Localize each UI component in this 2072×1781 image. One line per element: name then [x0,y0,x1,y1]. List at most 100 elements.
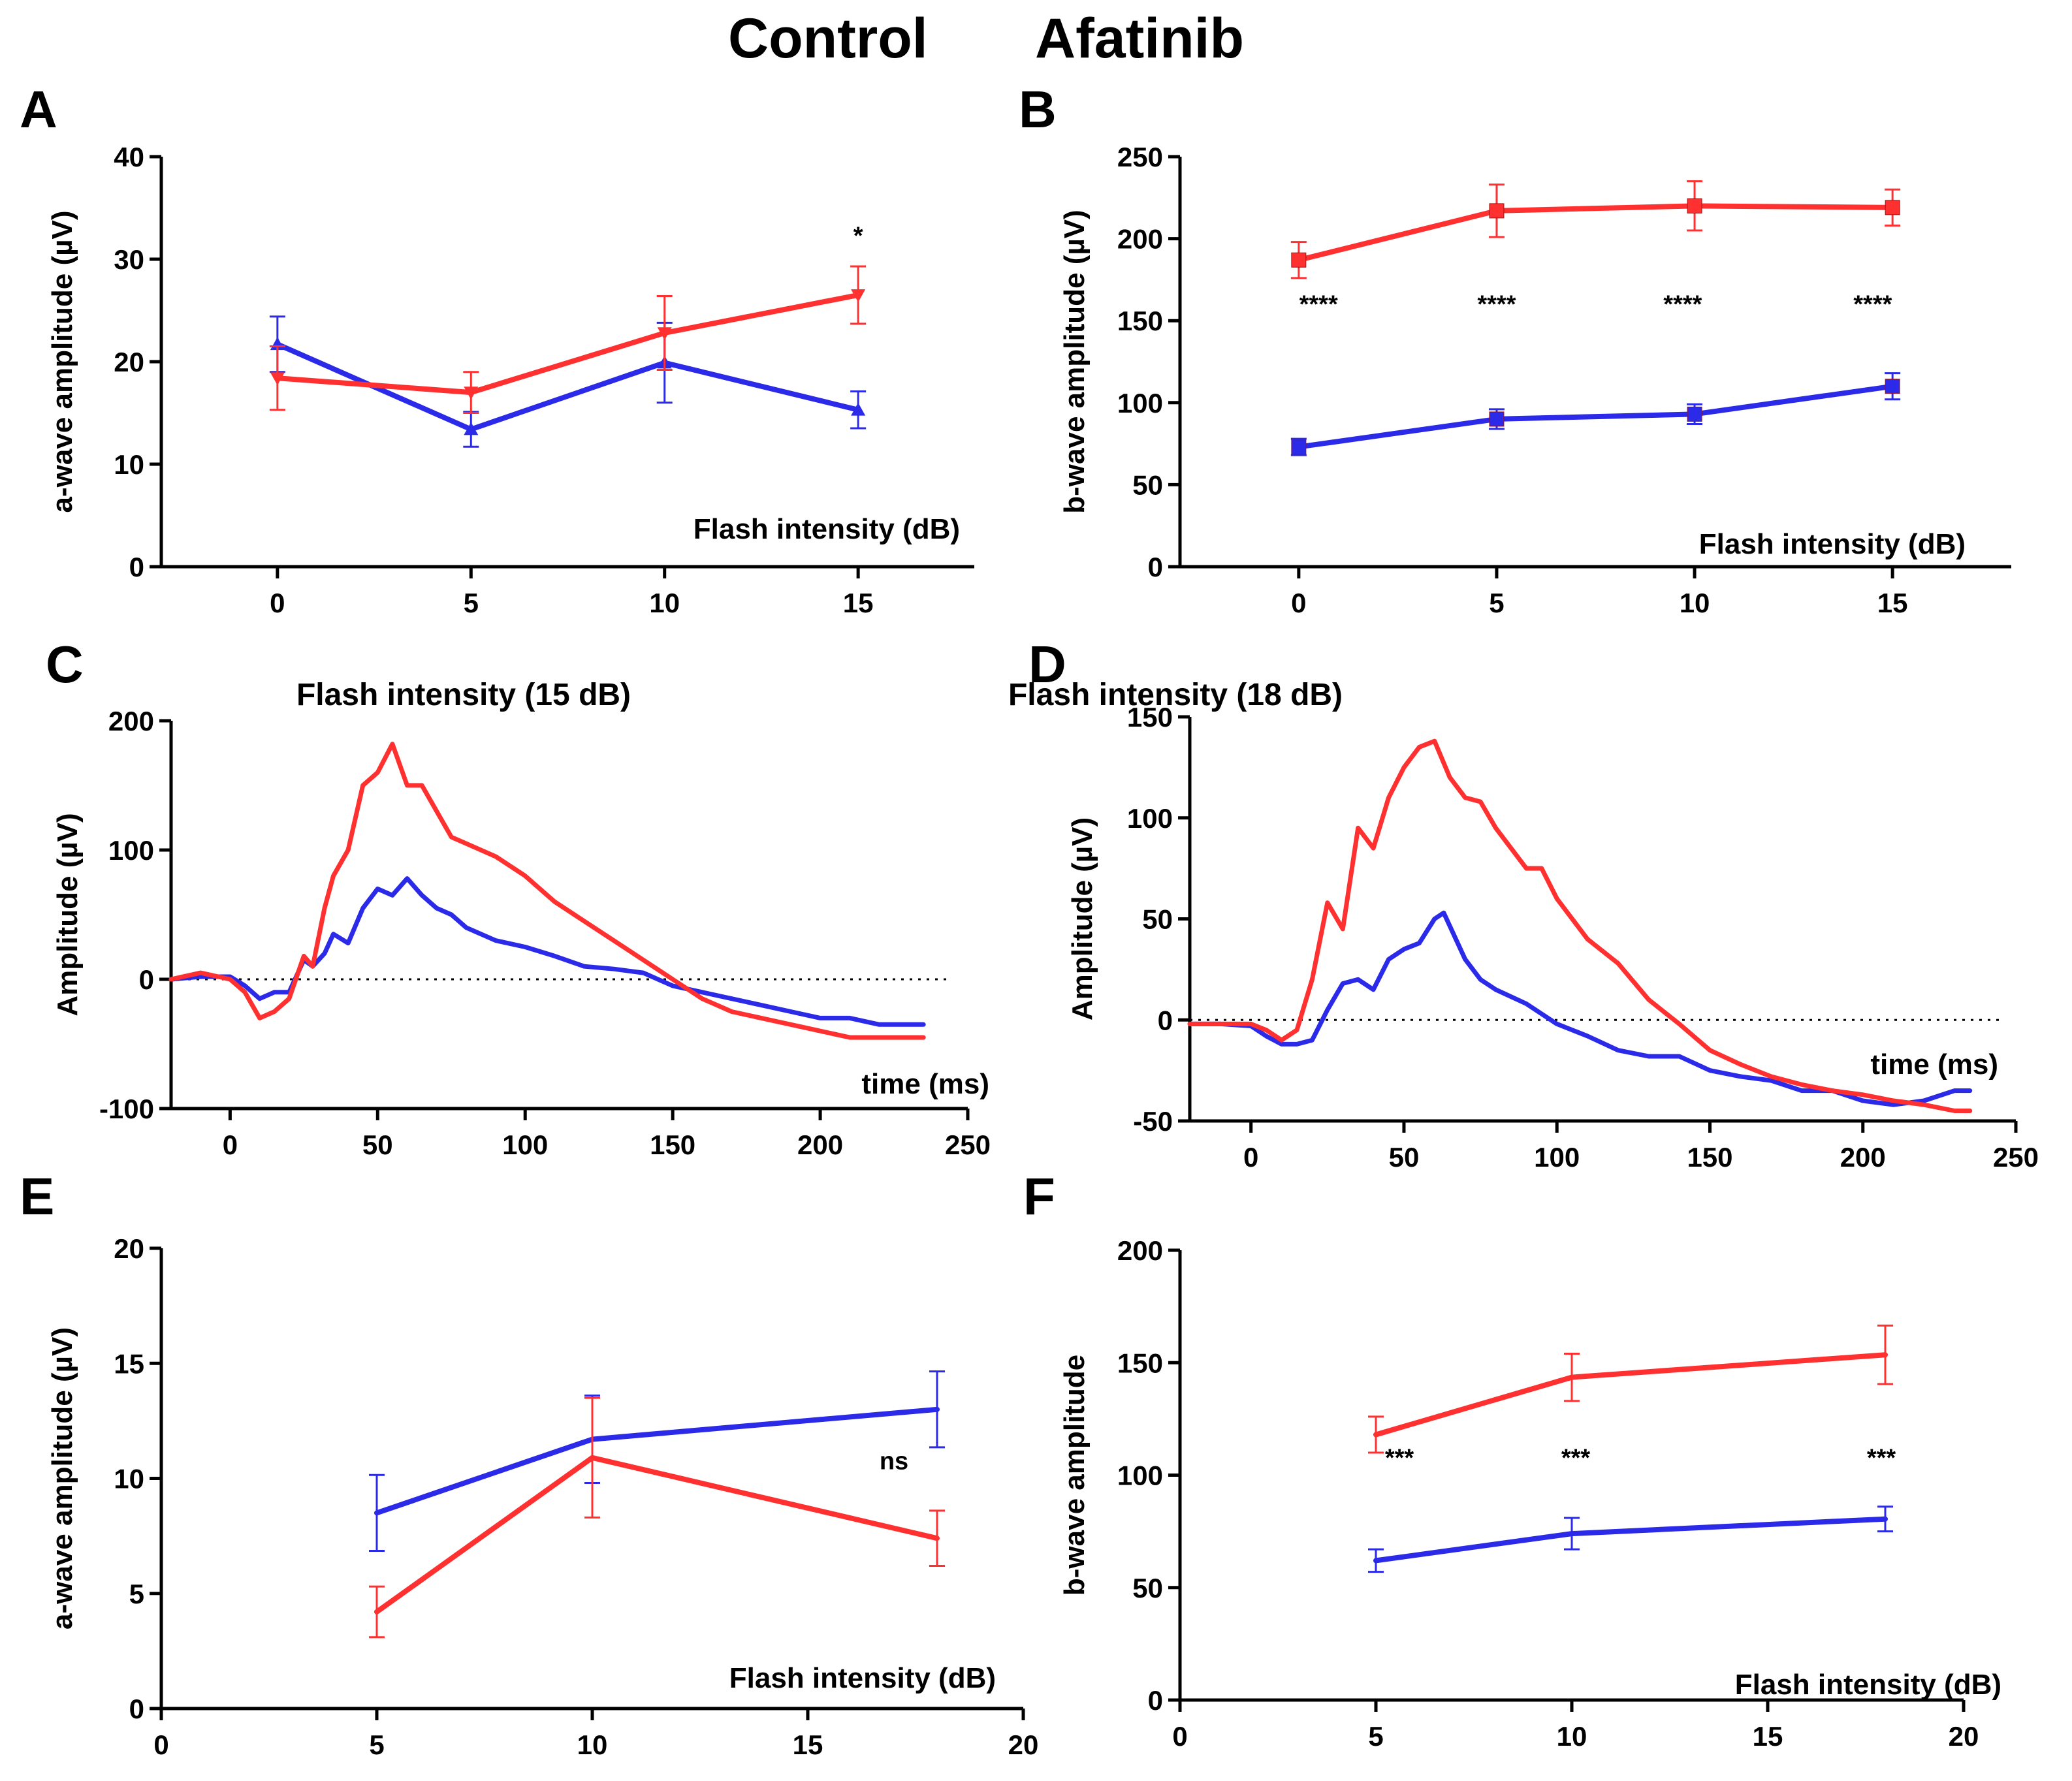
x-tick-label-D: 100 [1534,1142,1580,1173]
y-tick-label-B: 100 [1117,388,1163,418]
x-tick-label-C: 50 [362,1129,393,1160]
y-tick-label-A: 20 [114,347,144,377]
significance-annotation: * [853,222,863,249]
x-tick-label-A: 10 [649,588,680,618]
data-point-afatinib [1489,203,1505,219]
legend-afatinib: Afatinib [1035,7,1244,70]
significance-annotation: *** [1385,1445,1414,1472]
y-tick-label-B: 50 [1132,469,1163,500]
significance-annotation: **** [1853,291,1892,319]
x-tick-label-E: 15 [793,1729,823,1760]
x-tick-label-F: 5 [1368,1721,1383,1752]
y-tick-label-C: 0 [139,964,154,995]
panel-A: A 0 10 20 30 40 0 5 10 15 a-wave amplitude (µV) Fla… [20,80,974,618]
x-tick-label-D: 50 [1389,1142,1420,1173]
x-tick-label-F: 0 [1172,1721,1187,1752]
y-tick-label-B: 150 [1117,306,1163,336]
significance-annotation: **** [1299,291,1338,319]
y-tick-label-D: 50 [1142,904,1173,935]
x-axis-label-D: time (ms) [1870,1048,1998,1080]
data-point-control [1489,411,1505,427]
x-tick-label-C: 0 [223,1129,238,1160]
y-axis-label-F: b-wave amplitude [1059,1355,1091,1596]
y-tick-label-C: 200 [108,706,154,736]
x-axis-label-F: Flash intensity (dB) [1735,1669,2001,1701]
data-point-afatinib [1885,200,1900,215]
x-tick-label-B: 10 [1680,588,1710,618]
y-tick-label-B: 0 [1148,552,1163,582]
x-tick-label-A: 0 [270,588,285,618]
x-tick-label-D: 250 [1993,1142,2039,1173]
x-tick-label-C: 250 [945,1129,991,1160]
y-tick-label-E: 15 [114,1348,144,1379]
x-tick-label-A: 5 [464,588,479,618]
y-tick-label-A: 40 [114,142,144,172]
significance-annotation: *** [1867,1445,1896,1472]
x-tick-label-B: 15 [1877,588,1908,618]
y-axis-label-A: a-wave amplitude (µV) [46,210,78,512]
y-tick-label-E: 10 [114,1464,144,1494]
y-tick-label-F: 100 [1117,1460,1163,1491]
series-line-control-B [1296,383,1896,450]
panel-label-C: C [46,635,84,693]
data-point-control [1687,406,1702,422]
x-tick-label-F: 20 [1949,1721,1979,1752]
data-point-control [851,402,866,416]
series-line-afatinib-E [374,1455,940,1615]
x-tick-label-F: 15 [1753,1721,1783,1752]
significance-annotation: **** [1663,291,1702,319]
series-line-afatinib-B [1296,203,1896,263]
panel-E: E 0 5 10 15 20 0 5 10 15 20 a-wave amplitude (µV) Fl… [20,1167,1038,1760]
y-tick-label-B: 250 [1117,142,1163,172]
panel-B: B 0 50 100 150 200 250 0 5 10 15 b-wave amplitude (… [1019,80,2011,618]
panel-label-A: A [20,80,57,138]
y-tick-label-D: 0 [1158,1005,1173,1035]
x-tick-label-C: 150 [650,1129,695,1160]
data-point-afatinib [657,327,672,341]
y-tick-label-B: 200 [1117,224,1163,255]
y-tick-label-F: 0 [1148,1685,1163,1716]
y-tick-label-C: 100 [108,835,154,866]
significance-annotation: *** [1561,1445,1591,1472]
x-tick-label-B: 5 [1489,588,1504,618]
data-point-control [1291,439,1307,455]
data-point-afatinib [851,289,866,302]
y-tick-label-D: -50 [1133,1106,1173,1137]
panel-C: C -100 0 100 200 0 50 100 150 200 250 Amplitude (µV… [46,635,991,1160]
panel-title-D: Flash intensity (18 dB) [1008,678,1343,712]
series-line-afatinib-F [1373,1352,1888,1438]
legend-control: Control [728,7,928,70]
panel-label-F: F [1023,1167,1055,1225]
x-tick-label-B: 0 [1291,588,1306,618]
panel-label-D: D [1028,635,1066,693]
series-line-afatinib-A [274,292,861,396]
data-point-afatinib [1291,252,1307,268]
x-tick-label-D: 150 [1687,1142,1732,1173]
x-tick-label-D: 200 [1840,1142,1886,1173]
data-point-afatinib [1687,198,1702,213]
x-axis-label-E: Flash intensity (dB) [729,1662,996,1694]
series-line-afatinib-C [168,742,926,1040]
y-tick-label-A: 10 [114,449,144,480]
y-tick-label-E: 5 [129,1579,144,1609]
y-tick-label-E: 0 [129,1694,144,1724]
significance-annotation: ns [880,1447,908,1475]
series-line-control-E [374,1406,940,1516]
series-line-control-F [1373,1516,1888,1564]
x-tick-label-E: 0 [153,1729,168,1760]
x-tick-label-D: 0 [1243,1142,1258,1173]
panel-F: F 0 50 100 150 200 0 5 10 15 20 b-wave amplitude Fla… [1023,1167,2001,1752]
series-line-control-D [1187,910,1973,1107]
x-tick-label-C: 100 [502,1129,548,1160]
x-tick-label-E: 10 [577,1729,608,1760]
x-tick-label-E: 5 [369,1729,384,1760]
y-tick-label-D: 100 [1127,803,1173,834]
y-tick-label-A: 0 [129,552,144,582]
data-point-afatinib [270,372,285,386]
data-point-afatinib [464,386,479,400]
data-point-control [1885,379,1900,394]
panel-label-B: B [1019,80,1057,138]
x-tick-label-A: 15 [843,588,874,618]
x-axis-label-C: time (ms) [861,1068,989,1100]
